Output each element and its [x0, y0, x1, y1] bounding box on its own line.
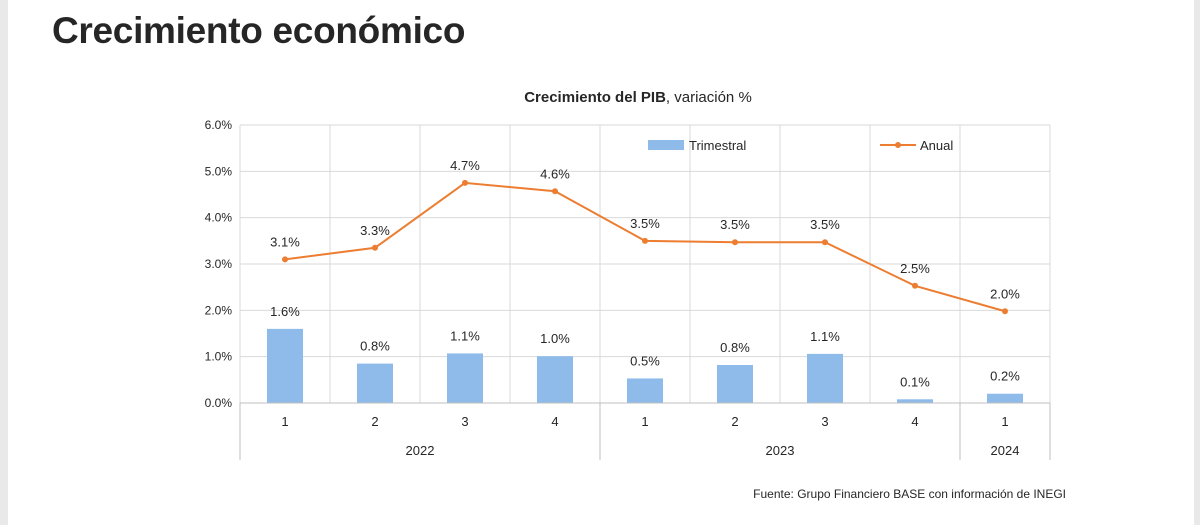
x-tick-label: 4 [551, 414, 558, 429]
source-note: Fuente: Grupo Financiero BASE con inform… [753, 487, 1066, 501]
bar [267, 328, 303, 403]
line-point [552, 188, 558, 195]
bar [717, 365, 753, 403]
x-group-label: 2024 [991, 443, 1020, 458]
bar [627, 378, 663, 403]
line-point [732, 239, 738, 246]
bar [897, 399, 933, 403]
line-data-label: 2.0% [990, 286, 1020, 301]
legend-marker-anual [895, 142, 901, 148]
bar-data-label: 1.0% [540, 331, 570, 346]
legend-label-trimestral: Trimestral [689, 138, 746, 153]
bar-data-label: 0.8% [720, 340, 750, 355]
bar [987, 393, 1023, 403]
chart: Crecimiento del PIB, variación % 1.6% 0.8… [205, 89, 1051, 460]
y-tick-label: 5.0% [205, 164, 233, 178]
line-data-label: 4.6% [540, 166, 570, 181]
line-data-label: 3.3% [360, 223, 390, 238]
bar-data-label: 0.2% [990, 369, 1020, 384]
bar-data-label: 0.8% [360, 339, 390, 354]
line-point [1002, 308, 1008, 315]
line-data-label: 3.1% [270, 234, 300, 249]
x-tick-label: 1 [1001, 414, 1008, 429]
legend-label-anual: Anual [920, 138, 953, 153]
bar [537, 356, 573, 403]
x-tick-label: 2 [371, 414, 378, 429]
y-tick-label: 6.0% [205, 118, 233, 132]
line-point [912, 282, 918, 289]
chart-title: Crecimiento del PIB, variación % [524, 89, 752, 106]
bar [807, 353, 843, 403]
x-tick-label: 1 [281, 414, 288, 429]
bar-data-label: 0.5% [630, 353, 660, 368]
x-tick-label: 4 [911, 414, 918, 429]
x-tick-label: 1 [641, 414, 648, 429]
x-group-label: 2022 [406, 443, 435, 458]
x-group-label: 2023 [766, 443, 795, 458]
bar-data-label: 1.6% [270, 304, 300, 319]
x-tick-label: 3 [461, 414, 468, 429]
chart-title-rest: , variación % [666, 89, 752, 106]
y-tick-label: 4.0% [205, 211, 233, 225]
line-data-label: 3.5% [630, 216, 660, 231]
line-data-label: 3.5% [720, 217, 750, 232]
y-tick-label: 1.0% [205, 350, 233, 364]
x-tick-label: 3 [821, 414, 828, 429]
chart-title-bold: Crecimiento del PIB [524, 89, 666, 106]
line-point [462, 179, 468, 186]
line-point [372, 244, 378, 251]
x-tick-label: 2 [731, 414, 738, 429]
y-tick-label: 0.0% [205, 396, 233, 410]
slide: Crecimiento económico Crecimiento del PI… [8, 0, 1194, 525]
bar-data-label: 1.1% [450, 328, 480, 343]
bar-data-label: 1.1% [810, 329, 840, 344]
page-title: Crecimiento económico [52, 10, 466, 51]
y-tick-label: 3.0% [205, 257, 233, 271]
y-tick-label: 2.0% [205, 303, 233, 317]
line-point [282, 256, 288, 263]
bar-data-label: 0.1% [900, 374, 930, 389]
line-data-label: 2.5% [900, 261, 930, 276]
line-series-anual [284, 181, 1006, 313]
line-point [642, 237, 648, 244]
bar [447, 353, 483, 403]
bar [357, 363, 393, 403]
line-data-label: 4.7% [450, 158, 480, 173]
line-point [822, 239, 828, 246]
legend-swatch-trimestral [648, 140, 684, 150]
line-data-label: 3.5% [810, 217, 840, 232]
